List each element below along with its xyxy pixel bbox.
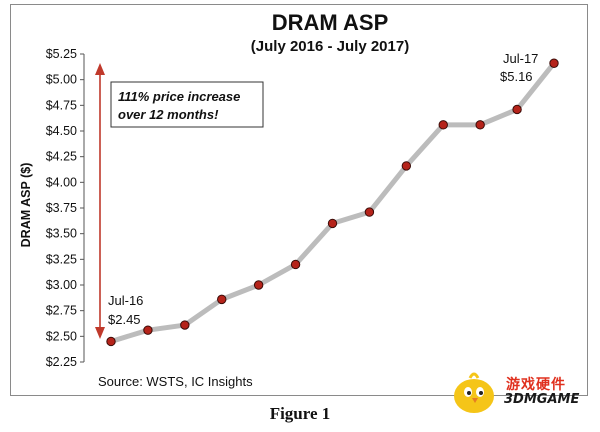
data-point [475, 120, 485, 130]
y-tick-label: $5.00 [46, 73, 77, 87]
data-point [327, 218, 338, 229]
increase-arrow [95, 63, 105, 339]
start-label-value: $2.45 [108, 312, 141, 327]
y-tick-label: $2.25 [46, 355, 77, 369]
note-line-1: 111% price increase [118, 89, 240, 104]
figure-caption: Figure 1 [269, 404, 331, 423]
data-point [401, 161, 412, 171]
watermark-text-cn: 游戏硬件 [506, 377, 566, 393]
data-point [180, 320, 190, 330]
data-point [364, 207, 375, 217]
watermark-logo: 游戏硬件 3DMGAME [444, 368, 594, 416]
y-tick-label: $4.50 [46, 124, 77, 138]
watermark-text-en: 3DMGAME [504, 392, 580, 407]
start-label-month: Jul-16 [108, 293, 143, 308]
data-point [253, 280, 264, 290]
data-point [549, 58, 559, 68]
y-tick-label: $5.25 [46, 47, 77, 61]
dram-asp-chart: DRAM ASP (July 2016 - July 2017) $2.25$2… [19, 10, 559, 389]
y-tick-label: $2.75 [46, 304, 77, 318]
data-point [217, 294, 227, 305]
y-tick-label: $3.00 [46, 278, 77, 292]
y-axis-ticks: $2.25 $2.50 $2.75 $3.00 $3.25 $3.50 $3.75 $4.00… [46, 47, 84, 369]
y-tick-label: $3.75 [46, 201, 77, 215]
chart-frame [10, 4, 588, 396]
data-points [106, 58, 559, 347]
y-tick-label: $4.00 [46, 175, 77, 189]
chick-mascot-icon [454, 372, 494, 413]
y-axis-label: DRAM ASP ($) [19, 163, 33, 248]
data-point [438, 120, 448, 130]
y-tick-label: $4.75 [46, 98, 77, 112]
source-note: Source: WSTS, IC Insights [98, 374, 253, 389]
data-point [512, 104, 522, 115]
chart-title: DRAM ASP [272, 10, 389, 35]
chart-subtitle: (July 2016 - July 2017) [251, 38, 409, 55]
note-box [110, 81, 264, 128]
note-line-2: over 12 months! [118, 107, 219, 122]
y-tick-label: $3.25 [46, 252, 77, 266]
data-point [143, 325, 153, 335]
y-tick-label: $3.50 [46, 227, 77, 241]
end-label-month: Jul-17 [503, 51, 538, 66]
data-point [106, 336, 116, 347]
end-label-value: $5.16 [500, 69, 533, 84]
y-tick-label: $4.25 [46, 150, 77, 164]
y-tick-label: $2.50 [46, 329, 77, 343]
data-point [290, 259, 301, 270]
